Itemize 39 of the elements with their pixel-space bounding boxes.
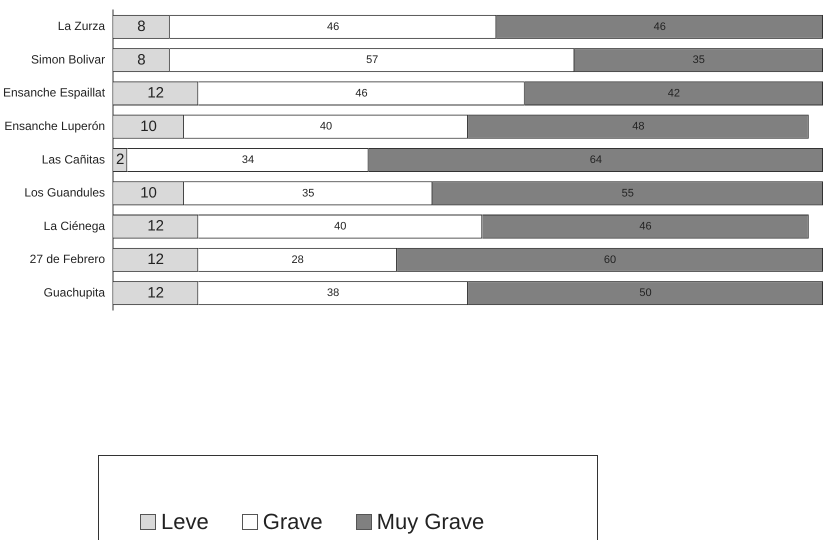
data-label: 64	[590, 154, 602, 166]
data-label: 57	[366, 54, 378, 66]
data-label: 60	[604, 254, 616, 266]
data-label: 8	[137, 51, 146, 68]
y-tick-label: Guachupita	[44, 285, 106, 300]
y-tick-label: Las Cañitas	[42, 152, 106, 166]
data-label: 34	[242, 154, 254, 166]
legend-label: Grave	[262, 509, 323, 535]
data-label: 46	[654, 20, 666, 33]
data-label: 12	[147, 84, 164, 102]
data-label: 46	[327, 20, 340, 33]
data-label: 10	[140, 184, 157, 202]
data-label: 40	[320, 120, 332, 133]
data-label: 48	[632, 120, 645, 133]
y-tick-label: La Ciénega	[44, 218, 106, 233]
data-label: 38	[327, 287, 340, 300]
data-label: 10	[140, 118, 157, 135]
data-label: 12	[147, 284, 164, 302]
y-tick-label: Ensanche Espaillat	[2, 86, 106, 100]
data-label: 12	[147, 218, 164, 235]
legend-label: Leve	[161, 509, 209, 535]
data-label: 8	[137, 18, 146, 35]
data-label: 50	[639, 287, 652, 300]
data-label: 42	[668, 87, 680, 100]
data-label: 2	[116, 151, 124, 168]
data-label: 40	[334, 220, 346, 233]
data-label: 46	[355, 87, 368, 100]
y-tick-label: Ensanche Luperón	[4, 119, 106, 134]
y-tick-label: La Zurza	[58, 19, 106, 34]
data-label: 46	[639, 220, 652, 233]
legend-label: Muy Grave	[376, 509, 484, 535]
y-tick-label: Simon Bolivar	[31, 52, 106, 66]
data-label: 12	[147, 251, 164, 268]
y-tick-label: Los Guandules	[24, 186, 106, 200]
data-label: 55	[622, 187, 634, 200]
data-label: 35	[302, 187, 314, 200]
y-tick-label: 27 de Febrero	[30, 252, 106, 266]
data-label: 35	[692, 54, 705, 66]
data-label: 28	[292, 254, 304, 266]
